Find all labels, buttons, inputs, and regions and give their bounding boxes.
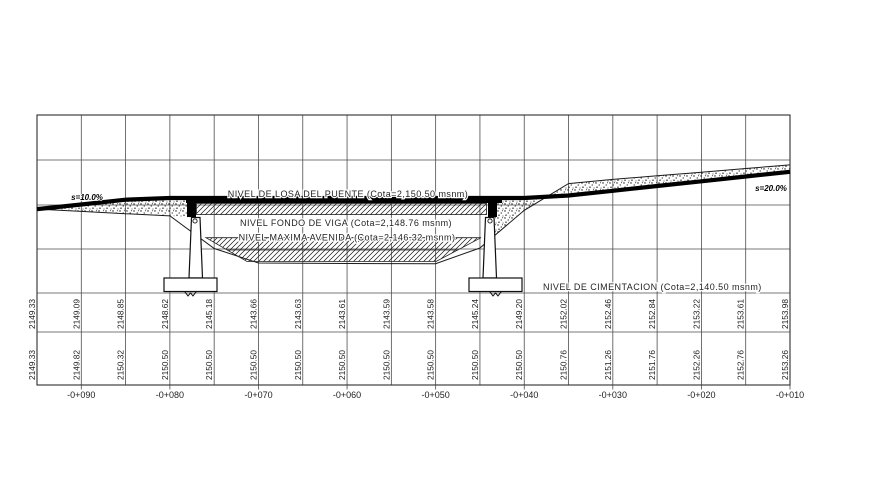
- grade-elevation-value: 2150.32: [116, 350, 126, 380]
- grid: [36, 114, 791, 390]
- grade-elevation-value: 2149.82: [71, 350, 81, 380]
- station-label: -0+080: [156, 390, 184, 400]
- max-flood-water-hatch: [204, 237, 482, 262]
- grade-elevation-value: 2151.26: [603, 350, 613, 380]
- right-abutment-stem: [482, 216, 498, 279]
- terrain-elevation-value: 2153.61: [736, 299, 746, 329]
- left-footing-key-notch: [184, 290, 197, 297]
- right-back-wall: [488, 197, 497, 217]
- terrain-elevation-value: 2153.22: [691, 299, 701, 329]
- station-label: -0+050: [422, 390, 450, 400]
- embankment-fills: [37, 164, 790, 242]
- terrain-elevation-value: 2145.18: [204, 299, 214, 329]
- grade-elevation-value: 2152.76: [736, 350, 746, 380]
- deck-level-label: NIVEL DE LOSA DEL PUENTE (Cota=2,150.50 …: [228, 189, 468, 199]
- grade-elevation-value: 2153.26: [780, 350, 790, 380]
- station-label: -0+070: [244, 390, 272, 400]
- left-slope-label: s=10.0%: [71, 193, 103, 202]
- terrain-elevation-value: 2143.58: [426, 299, 436, 329]
- left-embankment-fill: [37, 198, 192, 218]
- abutments-and-deck: [163, 196, 523, 297]
- foundation-level-label: NIVEL DE CIMENTACION (Cota=2,140.50 msnm…: [543, 282, 762, 292]
- grade-elevation-value: 2150.50: [426, 350, 436, 380]
- terrain-elevation-value: 2152.46: [603, 299, 613, 329]
- beam-bottom-level-label: NIVEL FONDO DE VIGA (Cota=2,148.76 msnm): [240, 218, 452, 228]
- max-flood-level-label: NIVEL MAXIMA AVENIDA (Cota=2,146.32 msnm…: [239, 233, 456, 243]
- left-footing: [163, 277, 218, 293]
- grade-elevation-value: 2150.50: [204, 350, 214, 380]
- bridge-deck-slab: [186, 196, 502, 203]
- bridge-beam-hatch: [196, 202, 487, 215]
- terrain-elevation-value: 2149.33: [27, 299, 37, 329]
- terrain-elevation-value: 2148.85: [116, 299, 126, 329]
- terrain-elevation-value: 2143.63: [293, 299, 303, 329]
- right-embankment-fill: [488, 164, 790, 242]
- right-bearing: [487, 218, 493, 224]
- grade-elevation-value: 2151.76: [647, 350, 657, 380]
- terrain-elevation-value: 2149.20: [514, 299, 524, 329]
- right-slope-label: s=20.0%: [755, 184, 787, 193]
- elevation-table: 2149.33 2149.33 2149.09 2149.82 2148.85 2150.…: [27, 299, 790, 380]
- station-label: -0+040: [510, 390, 538, 400]
- grade-elevation-value: 2150.50: [337, 350, 347, 380]
- left-bearing: [192, 218, 198, 224]
- terrain-elevation-value: 2152.02: [559, 299, 569, 329]
- grade-elevation-value: 2150.50: [514, 350, 524, 380]
- terrain-elevation-value: 2143.59: [381, 299, 391, 329]
- terrain-elevation-value: 2143.66: [248, 299, 258, 329]
- grid-frame: [36, 114, 791, 386]
- terrain-line: [36, 164, 791, 265]
- station-label: -0+010: [776, 390, 804, 400]
- station-label: -0+020: [687, 390, 715, 400]
- left-back-wall: [187, 197, 196, 217]
- terrain-elevation-value: 2148.62: [160, 299, 170, 329]
- right-footing: [468, 277, 523, 293]
- terrain-elevation-value: 2143.61: [337, 299, 347, 329]
- grade-elevation-value: 2150.50: [248, 350, 258, 380]
- terrain-elevation-value: 2153.98: [780, 299, 790, 329]
- grade-elevation-value: 2150.76: [559, 350, 569, 380]
- grade-elevation-value: 2150.50: [293, 350, 303, 380]
- station-label: -0+060: [333, 390, 361, 400]
- beam-depth-band: [196, 202, 487, 215]
- grade-elevation-value: 2149.33: [27, 350, 37, 380]
- station-label: -0+090: [67, 390, 95, 400]
- grade-elevation-value: 2152.26: [691, 350, 701, 380]
- station-label: -0+030: [599, 390, 627, 400]
- grade-elevation-value: 2150.50: [470, 350, 480, 380]
- terrain-elevation-value: 2149.09: [71, 299, 81, 329]
- max-flood-area: [204, 237, 482, 262]
- grade-elevation-value: 2150.50: [381, 350, 391, 380]
- terrain-elevation-value: 2152.84: [647, 299, 657, 329]
- terrain-elevation-value: 2145.24: [470, 299, 480, 329]
- right-footing-key-notch: [489, 290, 502, 297]
- grade-elevation-value: 2150.50: [160, 350, 170, 380]
- station-labels: -0+090 -0+080 -0+070 -0+060 -0+050 -0+040 -0+0…: [67, 390, 804, 400]
- left-abutment-stem: [188, 216, 204, 279]
